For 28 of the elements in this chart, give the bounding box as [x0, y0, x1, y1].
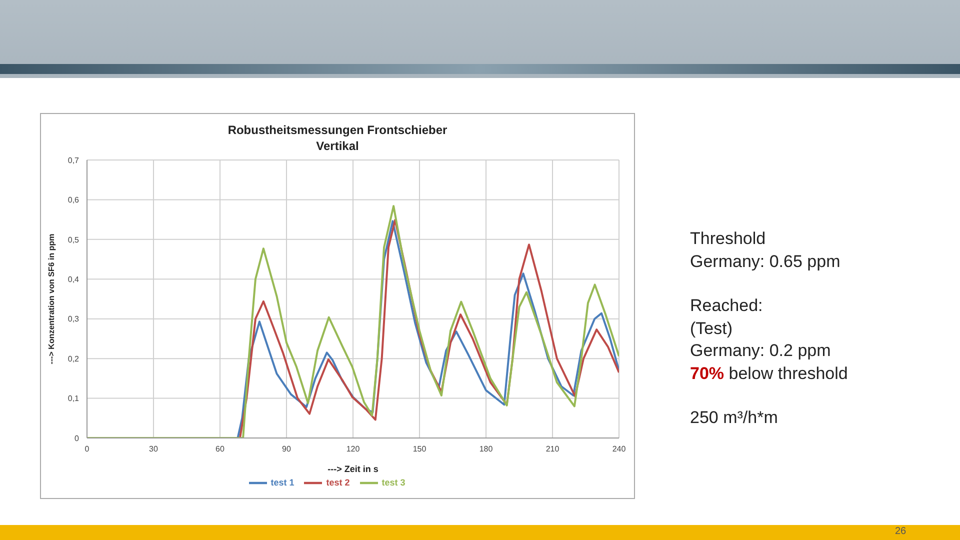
y-axis-title: ---> Konzentration von SF6 in ppm [46, 234, 56, 364]
text: Reached: (Test) Germany: 0.2 ppm 70% below threshold [690, 295, 848, 384]
legend-label: test 1 [270, 477, 294, 488]
y-tick-label: 0,2 [68, 354, 80, 364]
y-tick-label: 0 [74, 434, 80, 443]
y-tick-label: 0,6 [68, 196, 80, 205]
x-tick-label: 210 [546, 444, 560, 454]
x-tick-label: 60 [216, 444, 225, 454]
text: 26 [895, 526, 906, 537]
y-tick-label: 0,5 [68, 235, 80, 244]
y-tick-label: 0,1 [68, 394, 80, 404]
y-tick-label: 0,7 [68, 156, 80, 165]
legend-label: test 3 [382, 477, 406, 488]
x-tick-label: 240 [612, 444, 626, 454]
text: 250 m³/h*m [690, 407, 779, 429]
y-tick-label: 0,4 [68, 274, 80, 284]
x-tick-label: 90 [282, 444, 292, 454]
x-axis-title: ---> Zeit in s [328, 464, 378, 474]
text: Threshold Germany: 0.65 ppm [690, 228, 842, 272]
x-tick-label: 0 [84, 444, 90, 454]
y-tick-label: 0,3 [68, 314, 80, 324]
legend-label: test 2 [326, 477, 350, 488]
x-tick-label: 30 [149, 444, 158, 454]
chart-subtitle: Vertikal [315, 138, 360, 154]
x-tick-label: 120 [346, 444, 360, 454]
x-tick-label: 150 [412, 444, 427, 454]
chart-title: Robustheitsmessungen Frontschieber [226, 122, 448, 138]
x-tick-label: 180 [479, 444, 494, 454]
